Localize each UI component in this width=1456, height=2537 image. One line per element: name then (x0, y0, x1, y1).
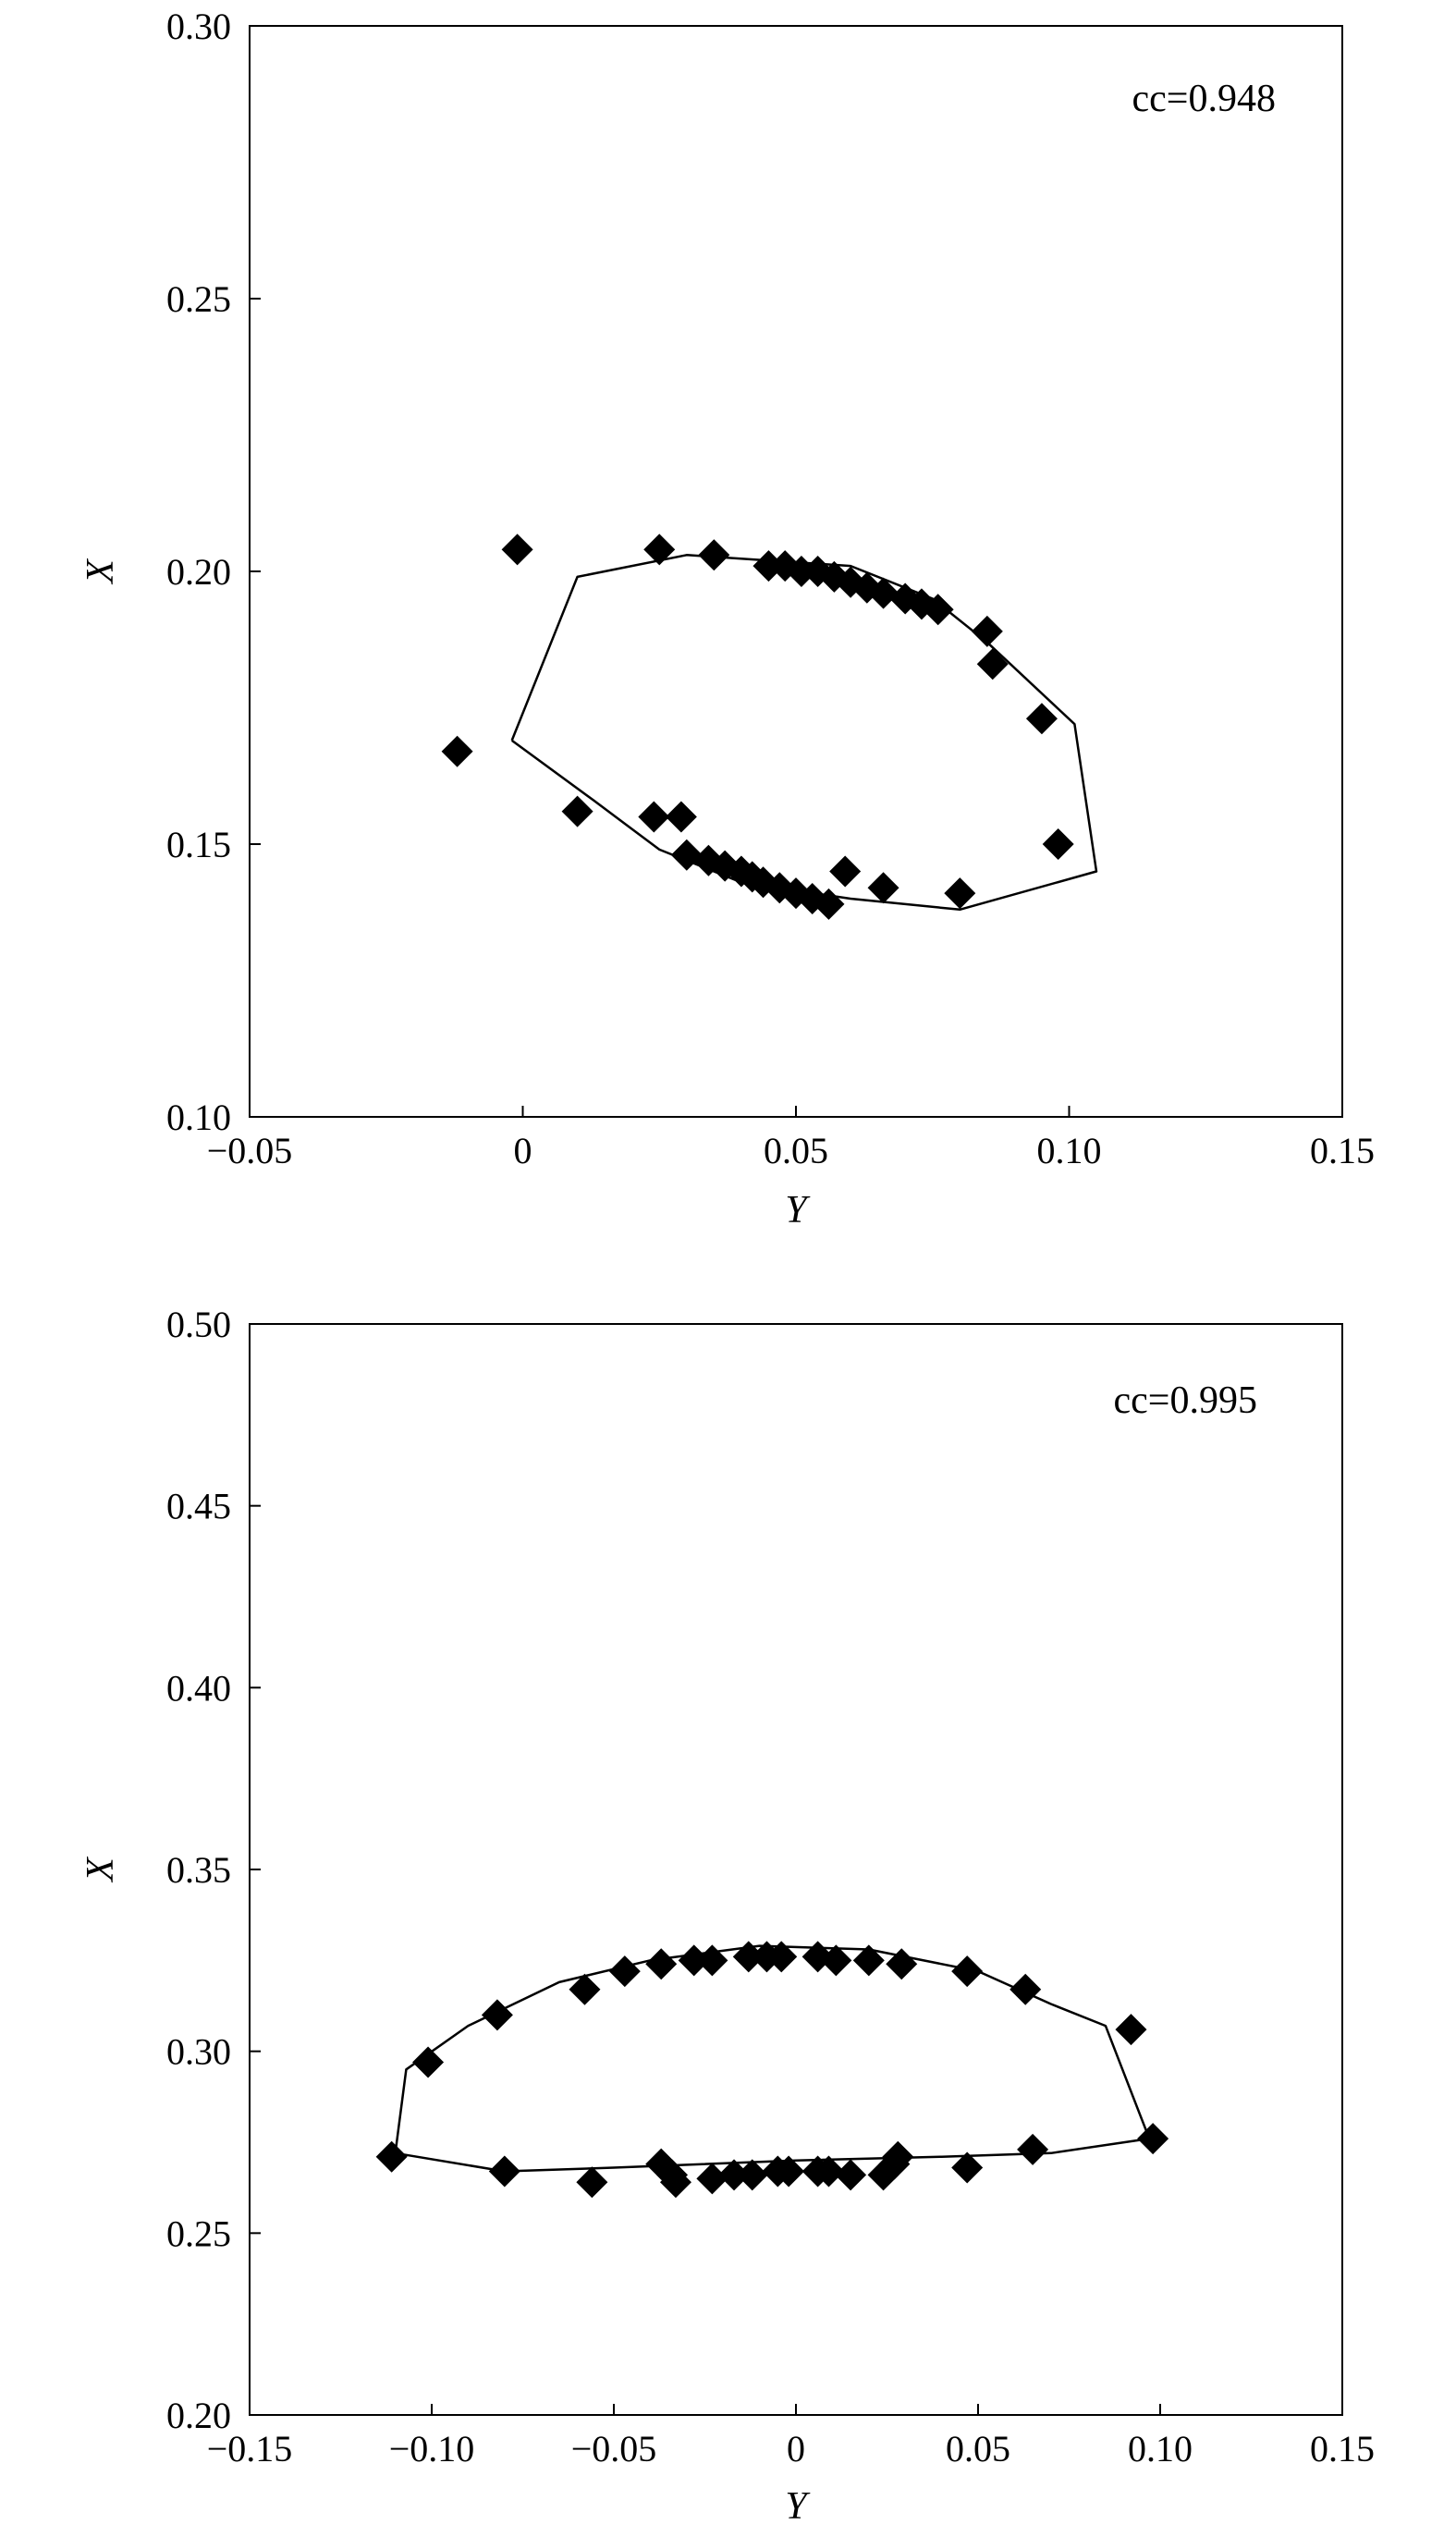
data-point (732, 1941, 765, 1973)
correlation-annotation: cc=0.948 (1132, 78, 1276, 120)
data-point (951, 2151, 984, 2184)
data-point (501, 533, 533, 566)
data-point (488, 2155, 520, 2188)
x-tick-label: 0.10 (1037, 1130, 1102, 1171)
data-point (576, 2166, 608, 2199)
data-point (944, 877, 976, 910)
data-point (1042, 828, 1074, 860)
x-tick-label: 0.05 (764, 1130, 828, 1171)
y-tick-label: 0.30 (166, 6, 231, 47)
x-axis-label: Y (785, 1189, 811, 1232)
chart-top: −0.05 0 0.05 0.10 0.15 0.10 0.15 0.20 0.25 0.30 c… (80, 6, 1375, 1232)
data-point (718, 2159, 751, 2191)
y-tick-label: 0.35 (166, 1849, 231, 1891)
ticks: −0.15 −0.10 −0.05 0 0.05 0.10 0.15 0.20 0.25 0.30… (166, 1304, 1375, 2470)
chart-bottom: −0.15 −0.10 −0.05 0 0.05 0.10 0.15 0.20 0.25 0.30… (80, 1304, 1375, 2528)
data-point (561, 795, 593, 827)
x-tick-label: −0.15 (207, 2428, 293, 2470)
data-point (670, 839, 703, 871)
x-axis-label: Y (785, 2485, 811, 2528)
x-tick-label: 0 (787, 2428, 805, 2470)
y-tick-label: 0.45 (166, 1486, 231, 1527)
y-tick-label: 0.40 (166, 1667, 231, 1709)
data-point (889, 582, 922, 615)
points-layer (441, 533, 1074, 920)
data-point (736, 2159, 768, 2191)
data-point (852, 1944, 885, 1977)
data-point (886, 1948, 918, 1980)
x-tick-label: 0.15 (1310, 1130, 1375, 1171)
data-point (375, 2140, 408, 2173)
ticks: −0.05 0 0.05 0.10 0.15 0.10 0.15 0.20 0.25 0.30 (166, 6, 1375, 1171)
data-point (645, 1948, 678, 1980)
y-axis-label: X (80, 1856, 122, 1883)
data-point (882, 2140, 914, 2173)
data-point (1025, 703, 1058, 735)
y-tick-label: 0.10 (166, 1097, 231, 1138)
data-point (813, 2155, 845, 2188)
data-point (638, 801, 670, 833)
data-point (976, 648, 1009, 680)
data-point (951, 1955, 984, 1988)
x-tick-label: −0.05 (571, 2428, 657, 2470)
x-tick-label: −0.05 (207, 1130, 293, 1171)
y-axis-label: X (80, 558, 122, 585)
data-point (441, 735, 473, 767)
y-tick-label: 0.25 (166, 278, 231, 320)
y-tick-label: 0.15 (166, 824, 231, 865)
points-layer (375, 1941, 1169, 2199)
data-point (698, 539, 730, 571)
data-point (1137, 2123, 1169, 2155)
data-point (608, 1955, 641, 1988)
data-point (773, 2155, 805, 2188)
data-point (752, 550, 785, 582)
data-point (867, 872, 899, 904)
y-tick-label: 0.20 (166, 2395, 231, 2436)
data-point (971, 615, 1003, 647)
data-point (1115, 2014, 1147, 2046)
data-point (829, 855, 862, 888)
x-tick-label: 0 (514, 1130, 532, 1171)
y-tick-label: 0.20 (166, 551, 231, 593)
data-point (696, 1944, 728, 1977)
data-point (412, 2046, 445, 2078)
data-point (835, 2159, 867, 2191)
data-point (665, 801, 697, 833)
y-tick-label: 0.25 (166, 2212, 231, 2254)
data-point (659, 2166, 691, 2199)
data-point (569, 1973, 601, 2005)
data-point (696, 2163, 728, 2195)
data-point (481, 1999, 513, 2031)
data-point (820, 1944, 852, 1977)
data-point (801, 556, 834, 587)
data-point (765, 1941, 798, 1973)
data-point (1009, 1973, 1042, 2005)
data-point (678, 1944, 710, 1977)
data-point (769, 550, 801, 582)
x-tick-label: −0.10 (389, 2428, 475, 2470)
y-tick-label: 0.30 (166, 2031, 231, 2073)
data-point (813, 888, 845, 920)
data-point (1017, 2133, 1049, 2165)
data-point (643, 533, 676, 566)
x-tick-label: 0.15 (1310, 2428, 1375, 2470)
y-tick-label: 0.50 (166, 1304, 231, 1345)
x-tick-label: 0.05 (946, 2428, 1010, 2470)
correlation-annotation: cc=0.995 (1114, 1379, 1257, 1422)
x-tick-label: 0.10 (1128, 2428, 1193, 2470)
